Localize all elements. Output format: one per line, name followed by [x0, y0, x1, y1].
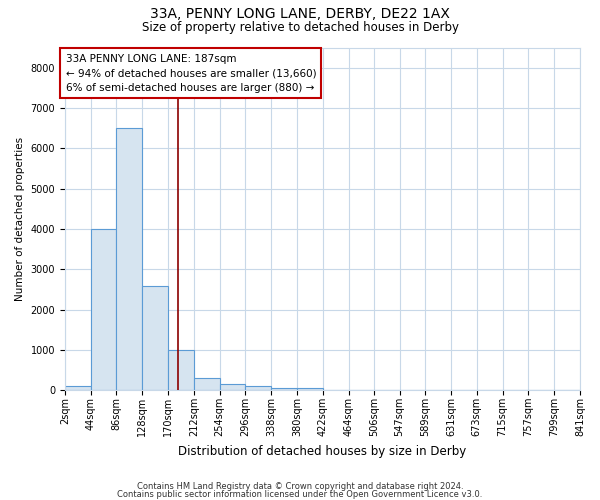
Bar [116, 128, 142, 390]
Text: 33A PENNY LONG LANE: 187sqm
← 94% of detached houses are smaller (13,660)
6% of : 33A PENNY LONG LANE: 187sqm ← 94% of det… [65, 54, 316, 93]
Text: Size of property relative to detached houses in Derby: Size of property relative to detached ho… [142, 21, 458, 34]
X-axis label: Distribution of detached houses by size in Derby: Distribution of detached houses by size … [178, 444, 467, 458]
Bar [168, 350, 194, 391]
Bar [271, 388, 297, 390]
Y-axis label: Number of detached properties: Number of detached properties [15, 137, 25, 301]
Text: Contains public sector information licensed under the Open Government Licence v3: Contains public sector information licen… [118, 490, 482, 499]
Text: Contains HM Land Registry data © Crown copyright and database right 2024.: Contains HM Land Registry data © Crown c… [137, 482, 463, 491]
Bar [194, 378, 220, 390]
Bar [245, 386, 271, 390]
Bar [297, 388, 323, 390]
Bar [91, 229, 116, 390]
Bar [220, 384, 245, 390]
Bar [65, 386, 91, 390]
Text: 33A, PENNY LONG LANE, DERBY, DE22 1AX: 33A, PENNY LONG LANE, DERBY, DE22 1AX [150, 8, 450, 22]
Bar [142, 286, 168, 391]
